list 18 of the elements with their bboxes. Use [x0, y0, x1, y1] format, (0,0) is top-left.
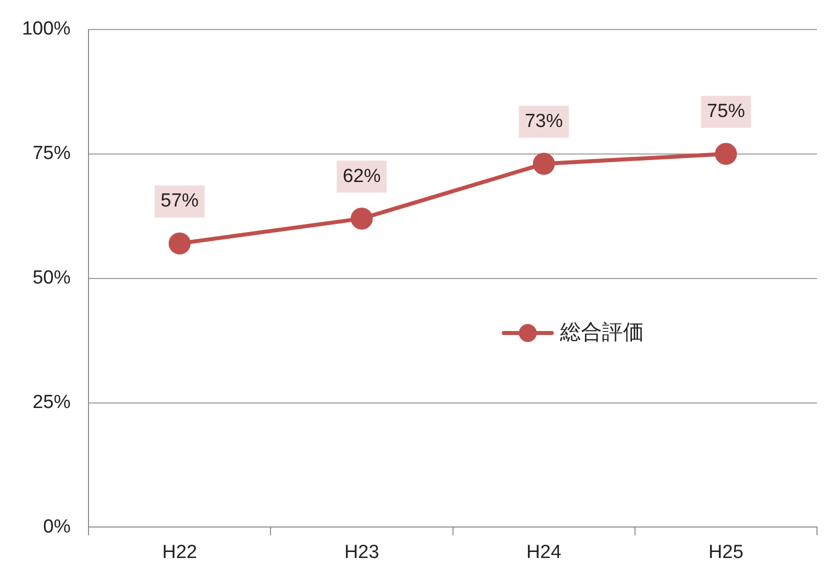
- x-tick-label: H25: [708, 542, 744, 563]
- point: [168, 232, 191, 254]
- data-label: 62%: [342, 166, 381, 187]
- y-tick-label: 100%: [22, 18, 71, 40]
- y-tick-label: 25%: [32, 392, 71, 413]
- x-tick-label: H23: [344, 542, 380, 563]
- x-tick-label: H24: [526, 542, 562, 563]
- legend-label: 総合評価: [558, 320, 644, 344]
- data-label: 75%: [706, 101, 746, 122]
- x-tick-label: H22: [162, 542, 198, 563]
- y-tick-label: 0%: [43, 516, 71, 538]
- data-label: 73%: [524, 111, 563, 132]
- y-tick-label: 75%: [32, 143, 71, 164]
- y-tick-label: 50%: [32, 268, 71, 289]
- point: [714, 142, 737, 165]
- data-label: 57%: [160, 190, 199, 212]
- point: [532, 152, 555, 175]
- point: [350, 208, 373, 230]
